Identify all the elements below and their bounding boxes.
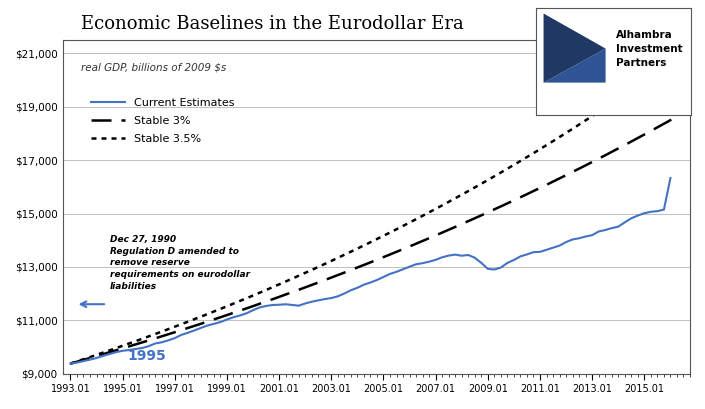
Text: Alhambra
Investment
Partners: Alhambra Investment Partners: [616, 29, 683, 67]
Text: Dec 27, 1990
Regulation D amended to
remove reserve
requirements on eurodollar
l: Dec 27, 1990 Regulation D amended to rem…: [109, 235, 250, 291]
Legend: Current Estimates, Stable 3%, Stable 3.5%: Current Estimates, Stable 3%, Stable 3.5…: [87, 92, 238, 149]
Text: 1995: 1995: [128, 349, 166, 363]
Polygon shape: [544, 13, 606, 83]
Text: Economic Baselines in the Eurodollar Era: Economic Baselines in the Eurodollar Era: [82, 15, 464, 33]
Polygon shape: [544, 49, 606, 83]
Text: real GDP, billions of 2009 $s: real GDP, billions of 2009 $s: [82, 62, 227, 72]
